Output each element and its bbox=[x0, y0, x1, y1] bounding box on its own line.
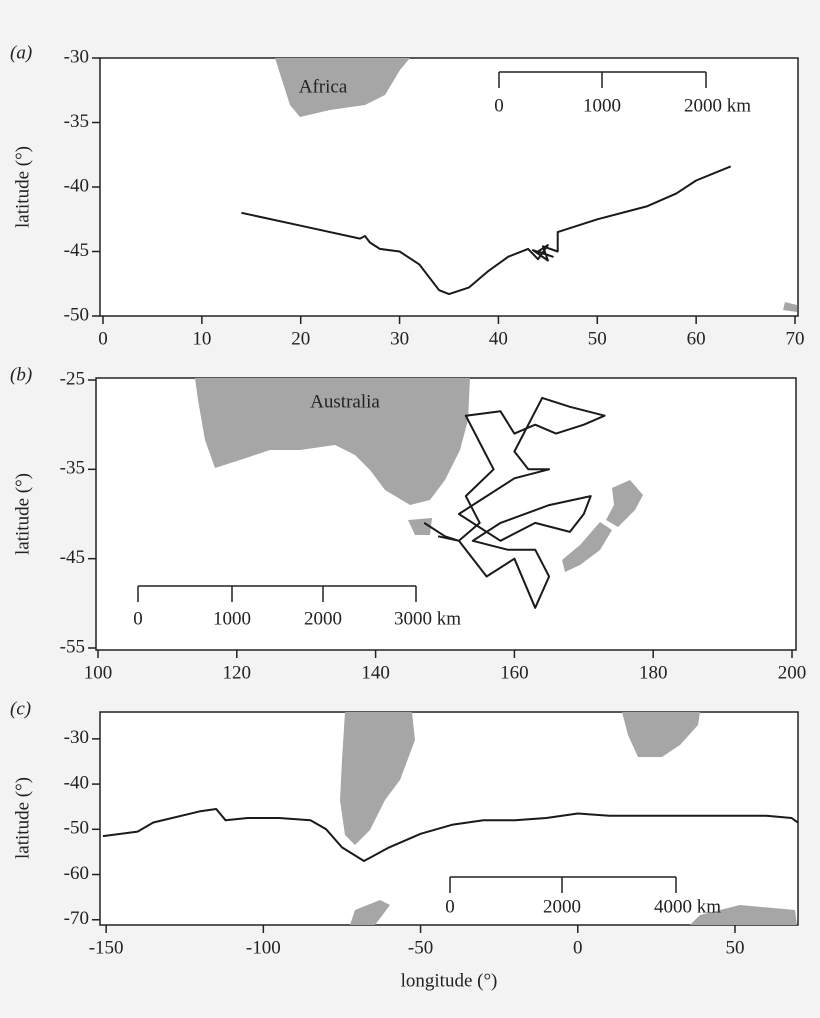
track bbox=[423, 396, 606, 609]
land bbox=[195, 378, 643, 572]
y-tick-label: -55 bbox=[60, 636, 85, 657]
x-tick-label: 120 bbox=[223, 662, 252, 683]
x-tick-label: 200 bbox=[778, 662, 807, 683]
scale-bar-label: 2000 bbox=[543, 896, 581, 917]
y-tick-label: -50 bbox=[64, 818, 89, 839]
x-tick-label: 50 bbox=[725, 937, 744, 958]
scale-bar-label: 1000 bbox=[583, 95, 621, 116]
y-tick-label: -35 bbox=[60, 458, 85, 479]
scale-bar-label: 0 bbox=[445, 896, 455, 917]
x-tick-label: 10 bbox=[192, 328, 211, 349]
x-tick-label: 0 bbox=[98, 328, 108, 349]
track bbox=[102, 808, 798, 862]
x-tick-label: 20 bbox=[291, 328, 310, 349]
y-tick-label: -40 bbox=[64, 175, 89, 196]
y-tick-label: -30 bbox=[64, 727, 89, 748]
y-tick-label: -45 bbox=[64, 240, 89, 261]
y-tick-label: -50 bbox=[64, 304, 89, 325]
scale-bar-label: 2000 km bbox=[684, 95, 751, 116]
x-tick-label: 70 bbox=[786, 328, 805, 349]
x-tick-label: 30 bbox=[390, 328, 409, 349]
annotation: Australia bbox=[310, 391, 380, 412]
panel-label: (c) bbox=[10, 698, 31, 719]
x-tick-label: 50 bbox=[588, 328, 607, 349]
scale-bar-label: 0 bbox=[133, 608, 143, 629]
x-tick-label: 0 bbox=[573, 937, 583, 958]
land bbox=[340, 712, 797, 925]
x-tick-label: 100 bbox=[84, 662, 113, 683]
x-axis-label: longitude (°) bbox=[401, 970, 498, 991]
x-tick-label: -100 bbox=[246, 937, 281, 958]
plot-area bbox=[99, 57, 799, 317]
y-tick-label: -45 bbox=[60, 547, 85, 568]
x-tick-label: 40 bbox=[489, 328, 508, 349]
x-tick-label: -50 bbox=[408, 937, 433, 958]
y-tick-label: -25 bbox=[60, 368, 85, 389]
scale-bar-label: 1000 bbox=[213, 608, 251, 629]
x-tick-label: 140 bbox=[361, 662, 390, 683]
x-tick-label: 60 bbox=[687, 328, 706, 349]
y-axis-label: latitude (°) bbox=[12, 146, 33, 228]
y-tick-label: -40 bbox=[64, 772, 89, 793]
y-tick-label: -60 bbox=[64, 863, 89, 884]
track bbox=[241, 165, 732, 296]
land bbox=[275, 58, 797, 312]
panel-label: (b) bbox=[10, 364, 32, 385]
x-tick-label: 180 bbox=[639, 662, 668, 683]
y-tick-label: -70 bbox=[64, 908, 89, 929]
scale-bar-label: 4000 km bbox=[654, 896, 721, 917]
x-tick-label: 160 bbox=[500, 662, 529, 683]
scale-bar-label: 3000 km bbox=[394, 608, 461, 629]
y-axis-label: latitude (°) bbox=[12, 777, 33, 859]
scale-bar-label: 0 bbox=[494, 95, 504, 116]
y-axis-label: latitude (°) bbox=[12, 473, 33, 555]
plot-area bbox=[99, 711, 799, 926]
panel-label: (a) bbox=[10, 42, 32, 63]
x-tick-label: -150 bbox=[89, 937, 124, 958]
y-tick-label: -30 bbox=[64, 46, 89, 67]
scale-bar-label: 2000 bbox=[304, 608, 342, 629]
annotation: Africa bbox=[299, 76, 348, 97]
y-tick-label: -35 bbox=[64, 111, 89, 132]
